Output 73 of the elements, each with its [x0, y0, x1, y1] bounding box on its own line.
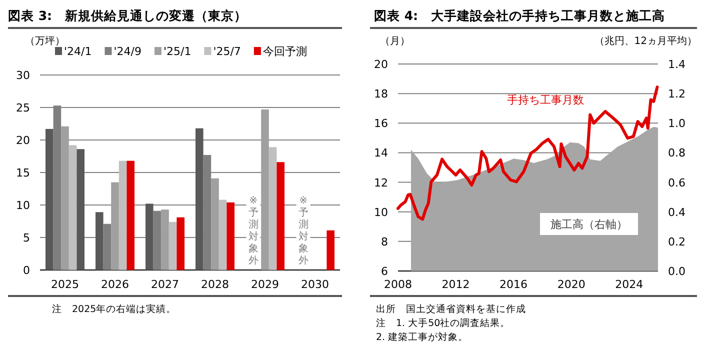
y-tick-label: 8: [381, 235, 388, 248]
bar: [103, 224, 112, 270]
bar: [111, 182, 119, 270]
bar: [146, 204, 154, 270]
text: 注 1. 大手50社の調査結果。: [376, 317, 510, 329]
y-tick-label: 15: [16, 166, 30, 180]
text: 出所 国土交通省資料を基に作成: [376, 303, 526, 315]
x-tick-label: 2027: [151, 278, 179, 291]
y-axis-title: （万坪）: [25, 35, 65, 47]
y-tick-label: 10: [374, 206, 388, 219]
x-tick-label: 2026: [101, 278, 129, 291]
y-tick-label: 10: [16, 199, 30, 212]
bar: [126, 160, 134, 270]
x-tick-label: 2024: [615, 278, 644, 291]
text: 2. 建築工事が対象。: [376, 331, 468, 343]
y2-tick-label: 1.0: [668, 117, 686, 130]
y2-axis-title: （兆円、12ヵ月平均）: [594, 35, 697, 47]
y-tick-label: 30: [16, 69, 30, 82]
y-tick-label: 16: [374, 117, 388, 130]
bar: [226, 202, 234, 270]
bar: [118, 160, 127, 270]
annotation: ※予測対象外: [298, 196, 308, 267]
series-label: 手持ち工事月数: [507, 93, 584, 106]
y-tick-label: 18: [374, 88, 388, 101]
x-tick-label: 2012: [442, 278, 470, 291]
y-tick-label: 6: [381, 265, 388, 278]
bar: [326, 230, 334, 270]
bar: [261, 109, 269, 270]
x-tick-label: 2030: [301, 278, 329, 291]
y-tick-label: 5: [23, 232, 30, 244]
bar: [268, 147, 277, 270]
y-tick-label: 20: [374, 58, 388, 71]
y-tick-label: 0: [23, 264, 30, 277]
bar: [168, 222, 177, 270]
x-tick-label: 2025: [51, 278, 79, 291]
y-tick-label: 20: [16, 134, 30, 147]
legend-label: 今回予測: [262, 45, 307, 58]
x-tick-label: 2020: [557, 278, 586, 291]
y-tick-label: 25: [16, 102, 30, 114]
y2-tick-label: 1.2: [668, 88, 686, 101]
y-axis-title: （月）: [380, 36, 410, 47]
bar: [276, 162, 284, 270]
legend-label: '25/1: [163, 45, 192, 58]
series-label: 施工高（右軸）: [550, 218, 628, 231]
bar: [96, 212, 104, 270]
legend-label: '24/1: [64, 45, 92, 58]
bar: [161, 210, 169, 270]
bar: [218, 200, 227, 270]
bar: [61, 126, 69, 270]
bar: [196, 128, 204, 270]
legend-label: '25/7: [213, 45, 241, 58]
x-tick-label: 2028: [201, 278, 229, 291]
x-tick-label: 2008: [384, 278, 412, 291]
bar: [46, 128, 54, 270]
y2-tick-label: 0.6: [668, 176, 686, 190]
y2-tick-label: 0.4: [668, 206, 686, 219]
bar: [176, 217, 184, 270]
legend-label: '24/9: [114, 45, 142, 58]
y2-tick-label: 0.2: [668, 235, 686, 248]
bar: [153, 210, 162, 270]
chart-title: 図表 4: 大手建設会社の手持ち工事月数と施工高: [374, 8, 666, 23]
y2-tick-label: 1.4: [668, 58, 686, 71]
bar: [68, 145, 77, 270]
y-tick-label: 14: [374, 146, 388, 160]
annotation: ※予測対象外: [248, 196, 258, 267]
x-tick-label: 2016: [500, 278, 528, 291]
y2-tick-label: 0.0: [668, 265, 686, 278]
y-tick-label: 12: [374, 176, 388, 190]
y2-tick-label: 0.8: [668, 146, 686, 160]
chart-title: 図表 3: 新規供給見通しの変遷（東京）: [8, 8, 248, 23]
bar: [211, 178, 219, 270]
x-tick-label: 2029: [251, 278, 279, 291]
text: 注 2025年の右端は実績。: [52, 303, 176, 315]
